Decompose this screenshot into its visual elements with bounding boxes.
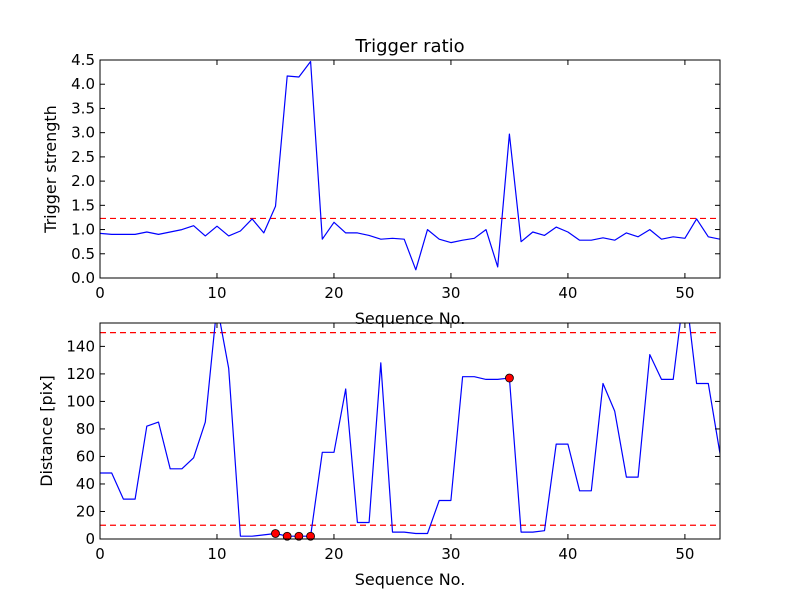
threshold-lines: [100, 332, 720, 526]
x-tick-label: 40: [558, 545, 577, 563]
y-ticks: 0 20 40 60 80 100 120 140: [66, 337, 720, 548]
y-tick-label: 0.0: [71, 269, 95, 287]
x-tick-label: 30: [441, 545, 460, 563]
x-tick-label: 10: [207, 545, 226, 563]
y-tick-label: 3.5: [71, 99, 95, 117]
x-tick-label: 20: [324, 545, 343, 563]
plot-frame: [99, 59, 721, 279]
y-tick-label: 0: [85, 530, 95, 548]
x-tick-label: 30: [441, 284, 460, 302]
y-axis-label: Distance [pix]: [37, 375, 56, 487]
data-point-marker: [294, 531, 304, 541]
x-tick-label: 10: [207, 284, 226, 302]
y-tick-label: 80: [76, 420, 95, 438]
x-ticks: 0 10 20 30 40 50: [95, 60, 694, 302]
series-line: [100, 60, 720, 271]
data-point-marker: [282, 531, 292, 541]
series-lines: [100, 323, 720, 537]
series-lines: [100, 60, 720, 271]
chart-title: Trigger ratio: [354, 36, 464, 57]
series-line: [100, 323, 720, 537]
y-tick-label: 60: [76, 447, 95, 465]
y-ticks: 0.0 0.5 1.0 1.5 2.0 2.5 3.0 3.5 4.0 4.5: [71, 51, 720, 287]
x-ticks: 0 10 20 30 40 50: [95, 323, 694, 563]
y-tick-label: 40: [76, 475, 95, 493]
distance-chart: 0 10 20 30 40 50 0 20 40 60 80 100 120 140 Sequence …: [37, 322, 721, 589]
x-tick-label: 0: [95, 284, 105, 302]
y-tick-label: 20: [76, 502, 95, 520]
y-axis-label: Trigger strength: [41, 105, 60, 234]
x-tick-label: 0: [95, 545, 105, 563]
y-tick-label: 100: [66, 392, 95, 410]
x-tick-label: 50: [675, 284, 694, 302]
y-tick-label: 1.0: [71, 221, 95, 239]
y-tick-label: 4.0: [71, 75, 95, 93]
y-tick-label: 120: [66, 365, 95, 383]
y-tick-label: 3.0: [71, 124, 95, 142]
x-tick-label: 40: [558, 284, 577, 302]
x-tick-label: 50: [675, 545, 694, 563]
data-point-marker: [505, 373, 514, 383]
y-tick-label: 0.5: [71, 245, 95, 263]
x-axis-label: Sequence No.: [355, 309, 466, 328]
trigger-ratio-chart: Trigger ratio 0 10 20 30 40 50 0.0 0.5 1.0 1.5 2.…: [41, 36, 721, 328]
data-point-marker: [271, 529, 280, 538]
highlight-markers: [271, 373, 514, 541]
y-tick-label: 2.5: [71, 148, 95, 166]
plot-frame: [99, 322, 721, 540]
x-axis-label: Sequence No.: [355, 570, 466, 589]
y-tick-label: 140: [66, 337, 95, 355]
y-tick-label: 2.0: [71, 172, 95, 190]
y-tick-label: 1.5: [71, 196, 95, 214]
y-tick-label: 4.5: [71, 51, 95, 69]
data-point-marker: [306, 531, 315, 541]
x-tick-label: 20: [324, 284, 343, 302]
